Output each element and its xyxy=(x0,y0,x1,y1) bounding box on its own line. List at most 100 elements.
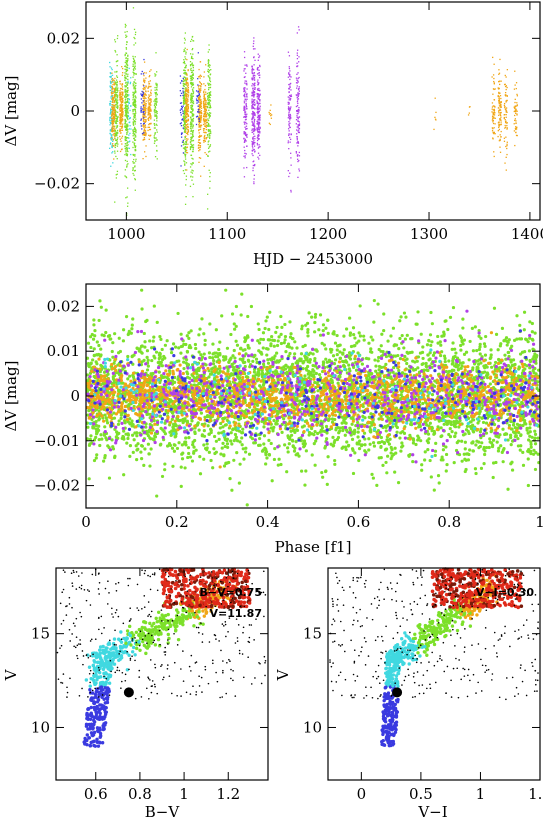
light-curve-point xyxy=(116,125,118,127)
light-curve-point xyxy=(126,99,129,101)
light-curve-point xyxy=(297,118,299,120)
light-curve-point xyxy=(185,98,187,100)
light-curve-point xyxy=(124,107,127,109)
light-curve-point xyxy=(153,109,156,111)
light-curve-point xyxy=(298,168,300,170)
light-curve-point xyxy=(288,130,290,132)
light-curve-point xyxy=(197,76,200,78)
light-curve-point xyxy=(125,139,128,142)
light-curve-point xyxy=(269,113,272,115)
light-curve-point xyxy=(156,158,158,160)
light-curve-point xyxy=(126,133,128,135)
light-curve-point xyxy=(251,149,254,152)
light-curve-point xyxy=(256,73,259,75)
light-curve-point xyxy=(126,145,128,147)
light-curve-point xyxy=(113,132,116,134)
light-curve-point xyxy=(296,49,299,51)
light-curve-point xyxy=(208,99,211,101)
light-curve-point xyxy=(209,187,211,189)
light-curve-point xyxy=(296,79,298,81)
light-curve-point xyxy=(205,113,208,116)
light-curve-point xyxy=(203,76,205,78)
light-curve-point xyxy=(192,92,195,94)
light-curve-point xyxy=(505,110,508,112)
light-curve-point xyxy=(189,125,192,127)
light-curve-point xyxy=(207,193,209,195)
light-curve-point xyxy=(121,113,123,116)
light-curve-point xyxy=(125,176,128,179)
light-curve-point xyxy=(209,172,211,174)
light-curve-point xyxy=(125,66,127,68)
light-curve-point xyxy=(181,118,184,120)
light-curve-point xyxy=(191,79,194,81)
light-curve-point xyxy=(258,72,260,74)
light-curve-point xyxy=(287,76,290,78)
light-curve-point xyxy=(115,127,118,129)
light-curve-point xyxy=(199,115,201,117)
light-curve-point xyxy=(203,97,205,100)
light-curve-point xyxy=(145,77,147,79)
light-curve-point xyxy=(124,85,126,88)
light-curve-point xyxy=(184,169,187,171)
light-curve-point xyxy=(207,95,209,98)
light-curve-point xyxy=(200,107,203,109)
light-curve-point xyxy=(132,161,134,163)
light-curve-point xyxy=(257,122,259,124)
light-curve-point xyxy=(183,160,185,162)
light-curve-point xyxy=(207,125,209,127)
light-curve-point xyxy=(504,124,506,127)
light-curve-point xyxy=(297,120,299,122)
light-curve-point xyxy=(516,93,518,96)
light-curve-point xyxy=(187,88,189,91)
light-curve-point xyxy=(515,134,518,137)
light-curve-point xyxy=(134,89,136,91)
light-curve-point xyxy=(198,98,200,100)
light-curve-point xyxy=(192,134,194,136)
light-curve-point xyxy=(207,136,209,138)
light-curve-point xyxy=(289,82,292,85)
light-curve-point xyxy=(182,110,184,112)
light-curve-point xyxy=(113,158,115,160)
light-curve-point xyxy=(190,107,192,109)
light-curve-point xyxy=(125,148,127,150)
light-curve-point xyxy=(184,58,187,60)
light-curve-point xyxy=(492,74,495,76)
light-curve-point xyxy=(204,103,207,106)
light-curve-point xyxy=(208,70,210,73)
light-curve-point xyxy=(133,72,136,75)
light-curve-point xyxy=(120,96,122,98)
light-curve-point xyxy=(258,56,260,59)
light-curve-point xyxy=(288,66,290,68)
light-curve-point xyxy=(288,123,290,125)
light-curve-point xyxy=(209,180,211,183)
phase-point xyxy=(272,344,276,348)
phase-point xyxy=(451,305,456,310)
light-curve-point xyxy=(187,82,189,84)
light-curve-point xyxy=(183,49,185,51)
light-curve-point xyxy=(252,115,255,117)
light-curve-point xyxy=(498,101,501,103)
light-curve-point xyxy=(126,125,128,127)
light-curve-point xyxy=(156,89,158,91)
light-curve-point xyxy=(142,124,144,126)
light-curve-point xyxy=(192,91,195,93)
light-curve-point xyxy=(244,64,246,66)
light-curve-point xyxy=(148,107,150,109)
light-curve-point xyxy=(119,90,121,92)
light-curve-point xyxy=(209,137,211,140)
light-curve-point xyxy=(207,129,210,132)
light-curve-point xyxy=(132,76,134,78)
phase-point xyxy=(182,366,186,371)
light-curve-point xyxy=(126,91,129,93)
light-curve-point xyxy=(190,82,193,84)
light-curve-point xyxy=(140,94,143,97)
light-curve-point xyxy=(155,114,157,116)
light-curve-point xyxy=(113,87,115,90)
light-curve-point xyxy=(109,72,112,74)
light-curve-point xyxy=(125,73,127,75)
light-curve-point xyxy=(127,80,129,82)
light-curve-point xyxy=(246,108,248,110)
light-curve-point xyxy=(150,92,152,95)
phase-point xyxy=(434,441,438,445)
light-curve-point xyxy=(113,118,115,121)
